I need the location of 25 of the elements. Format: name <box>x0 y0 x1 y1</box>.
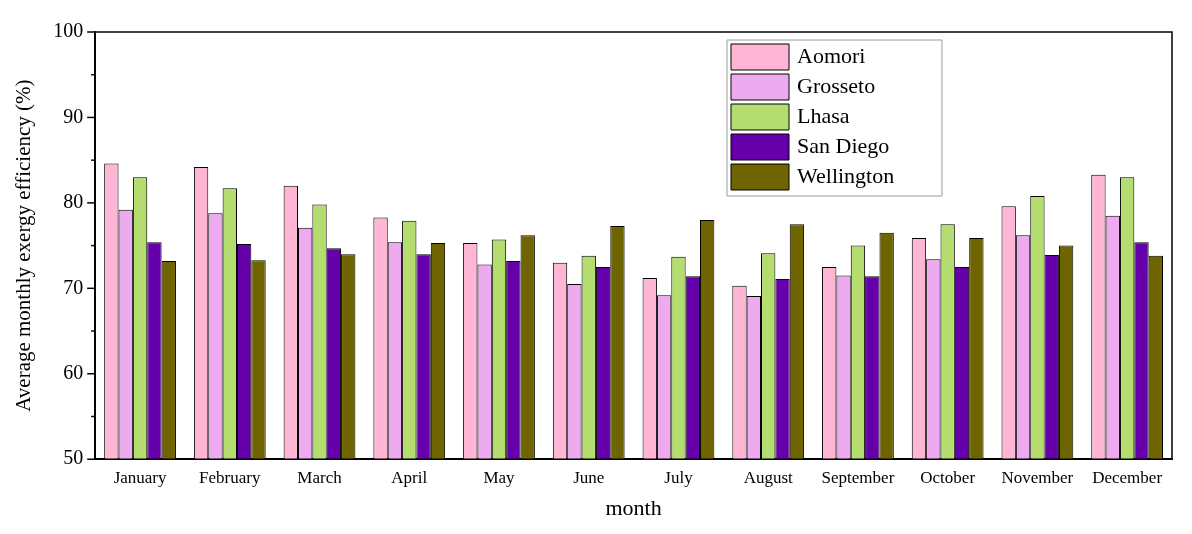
x-tick-label: October <box>920 467 976 487</box>
y-tick-label: 60 <box>63 361 84 384</box>
x-tick-label: May <box>483 467 516 487</box>
legend-label: Lhasa <box>797 102 850 128</box>
x-tick-label: February <box>199 467 261 487</box>
x-tick-label: January <box>113 467 167 487</box>
x-tick-label: March <box>297 467 343 487</box>
legend-label: Grosseto <box>797 72 876 98</box>
y-tick-label: 90 <box>63 104 84 127</box>
legend-label: Aomori <box>797 42 866 68</box>
legend-label: Wellington <box>797 162 895 188</box>
y-tick-label: 70 <box>63 275 84 298</box>
x-tick-label: April <box>391 467 428 487</box>
x-tick-label: November <box>1001 467 1074 487</box>
x-tick-label: August <box>743 467 794 487</box>
x-tick-label: July <box>664 467 694 487</box>
x-tick-label: December <box>1092 467 1163 487</box>
y-tick-label: 50 <box>63 446 84 469</box>
y-tick-label: 80 <box>63 190 84 213</box>
y-tick-label: 100 <box>53 19 84 42</box>
x-axis-title: month <box>605 494 662 520</box>
x-tick-label: September <box>821 467 895 487</box>
x-tick-label: June <box>573 467 605 487</box>
legend-label: San Diego <box>797 132 890 158</box>
y-axis-title: Average monthly exergy efficiency (%) <box>11 79 36 412</box>
